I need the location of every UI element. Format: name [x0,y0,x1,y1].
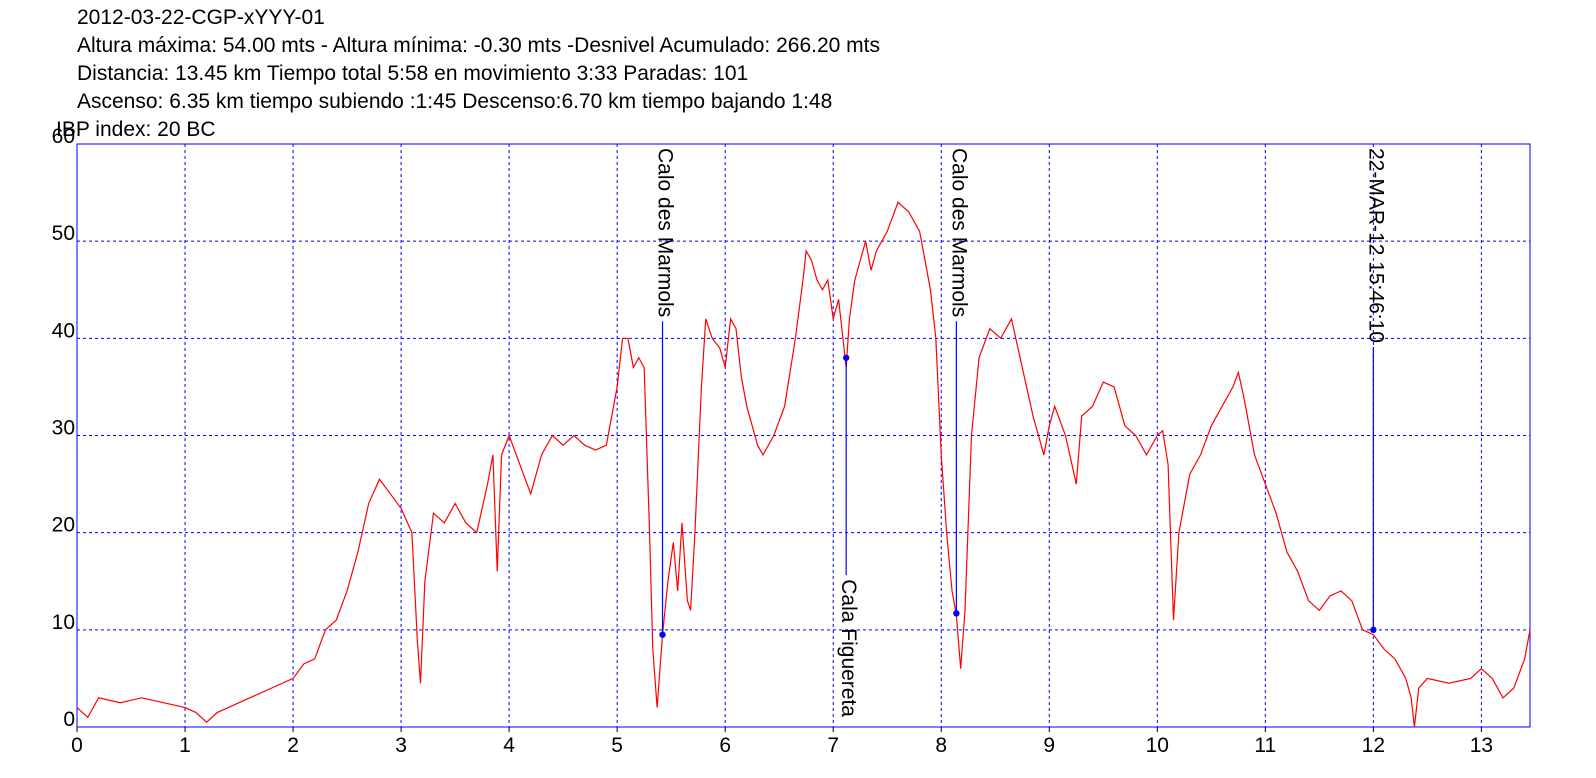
x-tick-label: 2 [287,734,299,757]
x-tick-label: 6 [719,734,731,757]
waypoint-marker [842,354,850,361]
waypoint-marker [659,631,666,638]
x-tick-label: 9 [1043,734,1055,757]
y-tick-label: 50 [52,222,75,245]
x-tick-label: 12 [1362,734,1385,757]
chart-title: 2012-03-22-CGP-xYYY-01 [77,6,325,29]
y-tick-label: 0 [63,708,75,731]
subtitle: Altura máxima: 54.00 mts - Altura mínima… [77,34,880,57]
subtitle: IBP index: 20 BC [56,118,216,141]
x-tick-label: 5 [611,734,623,757]
waypoint-marker [1370,626,1377,634]
y-tick-label: 30 [52,417,75,440]
x-tick-label: 0 [71,734,83,757]
x-tick-label: 10 [1146,734,1169,757]
y-tick-label: 40 [52,319,75,342]
subtitle: Distancia: 13.45 km Tiempo total 5:58 en… [77,62,748,85]
waypoint-marker [953,610,960,617]
plot-frame [76,143,1531,728]
x-tick-label: 1 [179,734,191,757]
x-tick-label: 8 [935,734,947,757]
waypoint-label: Calo des Marmols [947,148,970,317]
elevation-line [76,201,1531,728]
waypoint-label: Cala Figuereta [837,579,860,717]
x-tick-label: 3 [395,734,407,757]
y-tick-label: 60 [52,125,75,148]
x-tick-label: 7 [827,734,839,757]
y-tick-label: 20 [52,514,75,537]
waypoint-label: Calo des Marmols [654,148,677,317]
subtitle: Ascenso: 6.35 km tiempo subiendo :1:45 D… [77,90,832,113]
x-tick-label: 4 [503,734,515,757]
x-tick-label: 11 [1254,734,1276,757]
x-tick-label: 13 [1470,734,1493,757]
waypoint-label: 22-MAR-12 15:46:10 [1364,148,1387,343]
y-tick-label: 10 [52,611,75,634]
